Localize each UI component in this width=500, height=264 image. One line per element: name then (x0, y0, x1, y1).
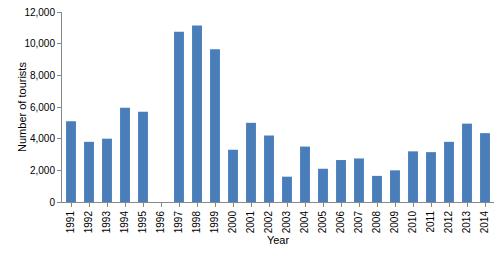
svg-text:2014: 2014 (479, 211, 490, 234)
svg-text:1994: 1994 (119, 211, 130, 234)
svg-text:2012: 2012 (443, 211, 454, 234)
svg-text:1993: 1993 (101, 211, 112, 234)
svg-text:1995: 1995 (137, 211, 148, 234)
svg-text:2004: 2004 (299, 211, 310, 234)
svg-text:4,000: 4,000 (30, 133, 55, 144)
svg-text:1991: 1991 (65, 211, 76, 234)
svg-text:12,000: 12,000 (24, 7, 55, 18)
svg-text:2,000: 2,000 (30, 165, 55, 176)
svg-text:1996: 1996 (155, 211, 166, 234)
svg-text:6,000: 6,000 (30, 102, 55, 113)
svg-text:2006: 2006 (335, 211, 346, 234)
svg-text:Year: Year (267, 234, 290, 246)
svg-text:Number of tourists: Number of tourists (16, 62, 28, 152)
svg-text:2011: 2011 (425, 211, 436, 233)
svg-text:2007: 2007 (353, 211, 364, 234)
svg-text:1997: 1997 (173, 211, 184, 234)
svg-text:0: 0 (49, 197, 55, 208)
svg-text:1998: 1998 (191, 211, 202, 234)
svg-text:1992: 1992 (83, 211, 94, 234)
svg-text:1999: 1999 (209, 211, 220, 234)
svg-text:10,000: 10,000 (24, 38, 55, 49)
svg-text:2013: 2013 (461, 211, 472, 234)
svg-text:2008: 2008 (371, 211, 382, 234)
svg-text:2009: 2009 (389, 211, 400, 234)
svg-text:8,000: 8,000 (30, 70, 55, 81)
svg-text:2002: 2002 (263, 211, 274, 234)
svg-text:2000: 2000 (227, 211, 238, 234)
svg-text:2001: 2001 (245, 211, 256, 234)
svg-text:2005: 2005 (317, 211, 328, 234)
svg-text:2003: 2003 (281, 211, 292, 234)
svg-text:2010: 2010 (407, 211, 418, 234)
